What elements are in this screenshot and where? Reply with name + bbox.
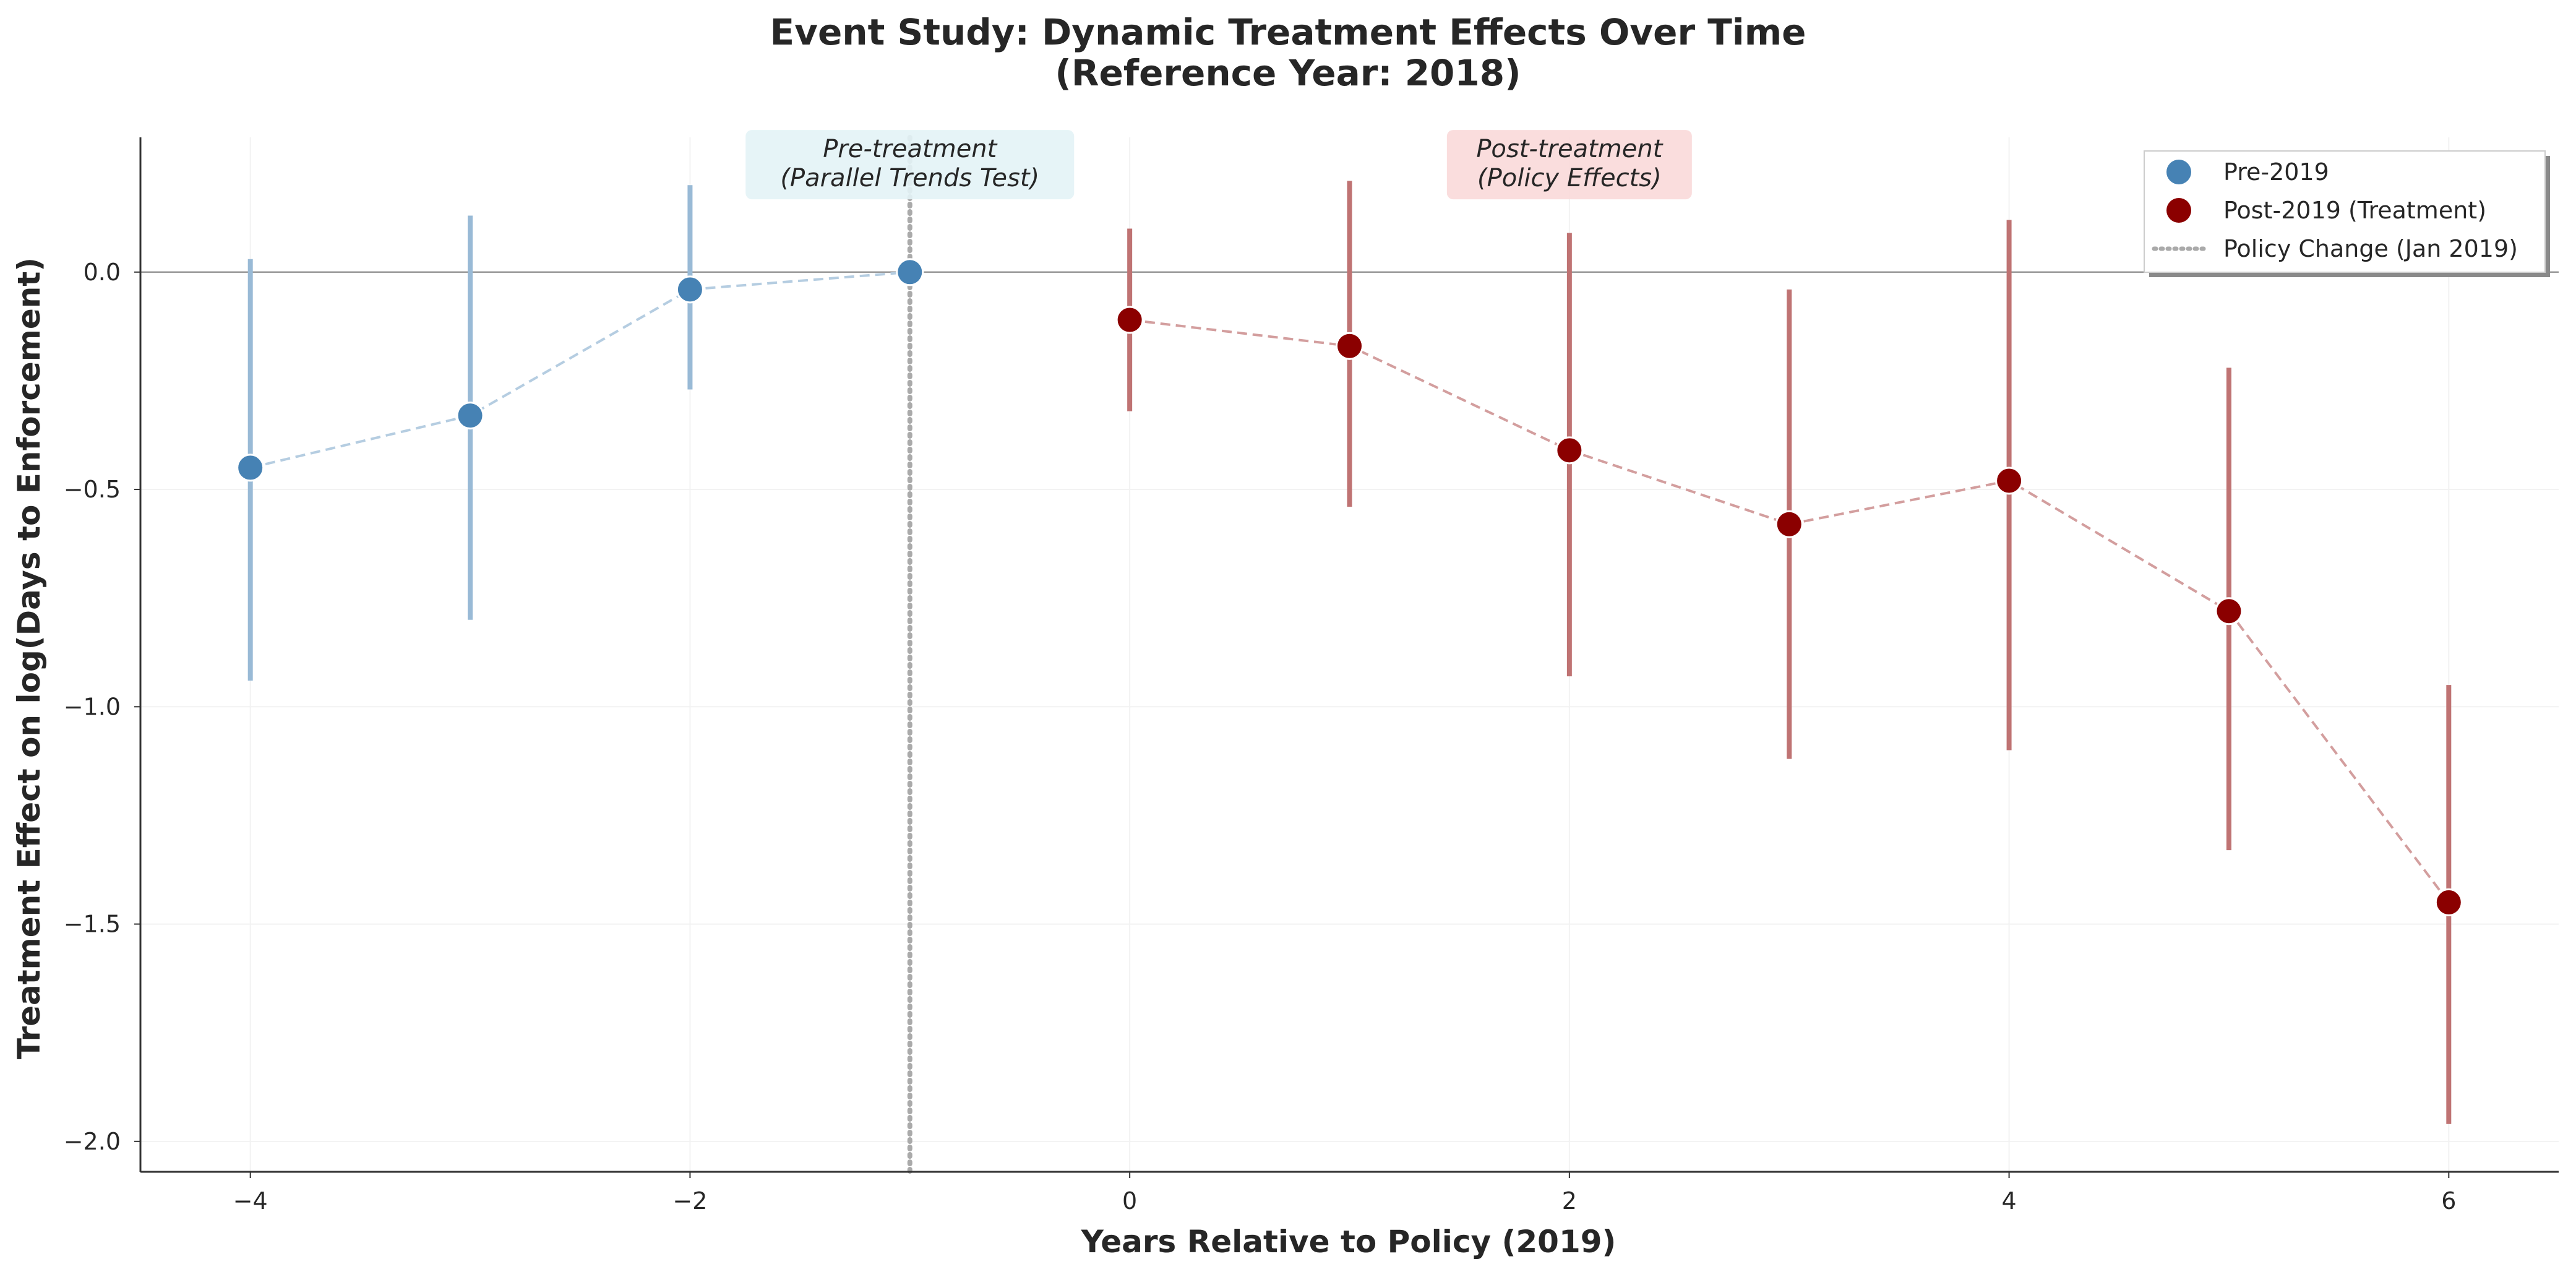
- x-tick-label: −2: [672, 1187, 707, 1215]
- legend-marker: [2166, 198, 2191, 223]
- x-axis-label: Years Relative to Policy (2019): [1081, 1224, 1616, 1260]
- chart-title: Event Study: Dynamic Treatment Effects O…: [770, 11, 1806, 53]
- legend-box: [2144, 150, 2546, 273]
- data-point: [896, 258, 924, 286]
- data-point: [1995, 467, 2024, 495]
- annotation-text: Pre-treatment: [823, 135, 997, 163]
- legend-label: Post-2019 (Treatment): [2223, 197, 2486, 224]
- y-tick-label: 0.0: [84, 259, 121, 286]
- annotation-text: (Parallel Trends Test): [780, 164, 1039, 192]
- data-points: [236, 258, 2463, 916]
- data-point: [456, 402, 484, 430]
- annotations: Pre-treatment(Parallel Trends Test) Post-…: [745, 130, 1692, 200]
- x-tick-label: −4: [233, 1187, 268, 1215]
- data-point: [1115, 306, 1144, 334]
- y-tick-label: −1.5: [64, 911, 121, 938]
- annotation-text: (Policy Effects): [1477, 164, 1662, 192]
- y-tick-label: −2.0: [64, 1128, 121, 1155]
- legend: Pre-2019 Post-2019 (Treatment) Policy Chan…: [2144, 150, 2550, 277]
- annotation-box: [1446, 130, 1692, 200]
- x-tick-label: 4: [2001, 1187, 2016, 1215]
- data-point: [2215, 597, 2243, 626]
- x-tick-label: 0: [1122, 1187, 1137, 1215]
- y-tick-label: −1.0: [64, 693, 121, 720]
- legend-marker: [2166, 160, 2191, 184]
- legend-label: Pre-2019: [2223, 158, 2329, 186]
- axes: [139, 137, 2559, 1173]
- annotation-box: [745, 130, 1075, 200]
- tick-labels: −4 −2 0 2 4 6 0.0 −0.5 −1.0 −1.5 −2.0: [64, 259, 2457, 1215]
- data-point: [676, 275, 704, 304]
- data-point: [236, 454, 265, 482]
- annotation-text: Post-treatment: [1476, 135, 1663, 163]
- data-point: [1336, 332, 1363, 360]
- chart-subtitle: (Reference Year: 2018): [1055, 52, 1521, 94]
- series-connector: [250, 270, 910, 469]
- y-axis-label: Treatment Effect on log(Days to Enforcem…: [11, 257, 47, 1059]
- x-tick-label: 6: [2441, 1187, 2456, 1215]
- y-tick-label: −0.5: [64, 476, 121, 503]
- data-point: [1775, 510, 1803, 538]
- data-point: [2434, 888, 2463, 916]
- data-point: [1555, 436, 1584, 465]
- legend-label: Policy Change (Jan 2019): [2223, 235, 2518, 262]
- x-tick-label: 2: [1562, 1187, 1577, 1215]
- error-bars: [247, 181, 2452, 1124]
